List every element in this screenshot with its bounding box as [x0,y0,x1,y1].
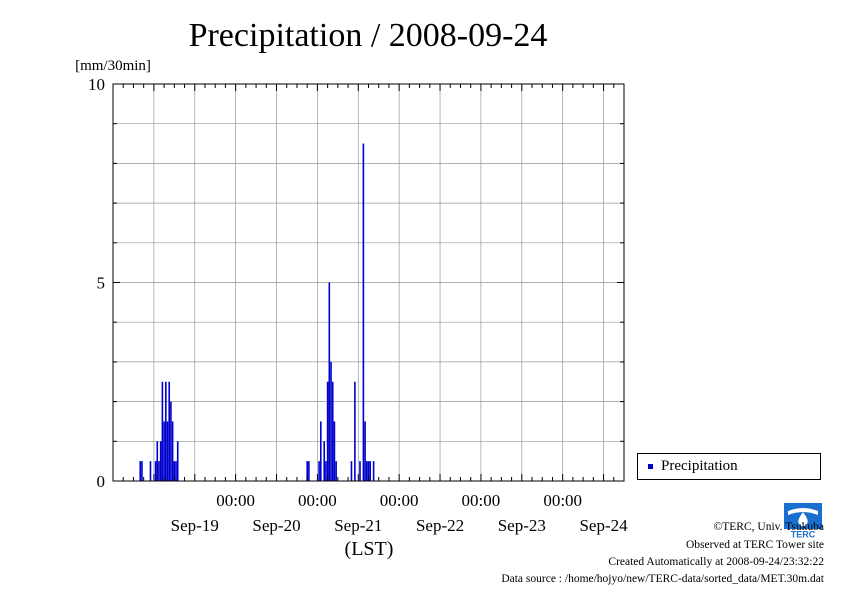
precip-bar [166,421,169,481]
x-axis-label: (LST) [345,538,394,560]
precip-bar [333,421,336,481]
precip-bar [325,461,327,481]
terc-logo: TERC [784,503,822,540]
precip-bar [318,461,320,481]
precip-bar [176,441,179,481]
precip-bar [170,401,172,481]
x-date-label: Sep-22 [416,516,464,535]
precip-bar [330,361,332,481]
x-date-label: Sep-20 [252,516,300,535]
y-tick-label: 10 [88,75,105,94]
grid [113,84,624,481]
x-time-label: 00:00 [543,491,582,510]
precip-bar [365,461,368,481]
x-ticks: Sep-19 Sep-20 Sep-21 Sep-22 Sep-23 Sep-24 00:0… [122,84,628,535]
precip-bar [364,421,366,481]
precip-bar [139,461,142,481]
x-date-label: Sep-24 [579,516,628,535]
precip-bar [320,421,322,481]
precip-bar [163,421,165,481]
precip-bar [369,461,372,481]
footer-credit: ©TERC, Univ. Tsukuba [713,521,824,533]
precip-bar [171,421,174,481]
footer-observed: Observed at TERC Tower site [685,539,824,551]
precip-bar [158,461,160,481]
x-date-label: Sep-19 [171,516,219,535]
precip-bar [161,381,164,481]
precip-bar [323,441,326,481]
precip-bar [372,461,375,481]
precip-bar [173,461,176,481]
precip-bar [326,381,329,481]
precip-bar [175,461,177,481]
precip-bar [362,143,365,482]
y-axis-label: [mm/30min] [75,58,151,74]
x-time-label: 00:00 [462,491,501,510]
x-time-label: 00:00 [216,491,255,510]
precip-bar [156,441,159,481]
precip-bar [165,381,167,481]
x-time-label: 00:00 [298,491,337,510]
legend-swatch [648,464,653,469]
y-ticks: 0 5 10 [88,75,624,491]
precip-bar [367,461,370,481]
x-date-label: Sep-21 [334,516,382,535]
precip-bar [350,461,353,481]
precip-bar [359,461,361,481]
precip-bar [168,381,171,481]
x-time-label: 00:00 [380,491,419,510]
y-tick-label: 0 [97,472,106,491]
precip-bar [154,461,157,481]
footer-created: Created Automatically at 2008-09-24/23:3… [608,556,824,568]
y-tick-label: 5 [97,274,106,293]
precip-bar [149,461,152,481]
chart-title: Precipitation / 2008-09-24 [189,17,548,54]
logo-text: TERC [791,530,816,540]
footer-source: Data source : /home/hojyo/new/TERC-data/… [501,573,824,585]
bars [139,143,375,482]
precip-bar [331,381,334,481]
precip-bar [328,282,331,481]
precip-bar [354,381,356,481]
legend-label: Precipitation [661,458,738,474]
precip-bar [335,461,337,481]
precip-bar [141,461,143,481]
x-date-label: Sep-23 [498,516,546,535]
precip-bar [306,461,308,481]
precip-bar [159,441,162,481]
legend: Precipitation [637,453,821,480]
precip-bar [308,461,310,481]
